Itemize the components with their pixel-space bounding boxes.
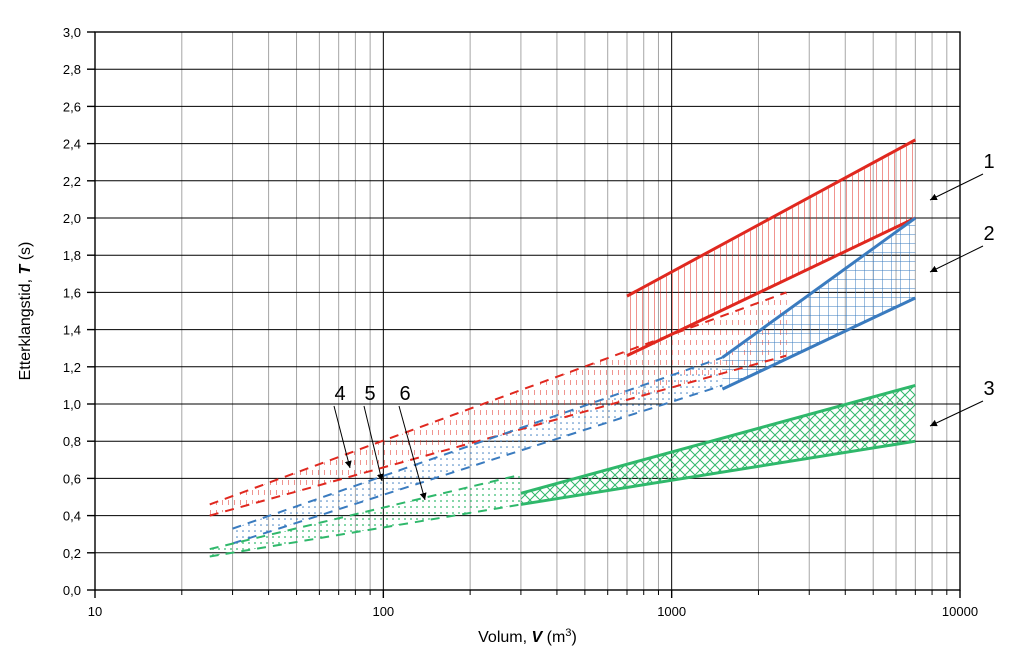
y-tick-label: 0,0 (63, 583, 81, 598)
callout-label-6: 6 (399, 383, 410, 405)
x-tick-label: 1000 (657, 604, 686, 619)
y-tick-label: 0,6 (63, 471, 81, 486)
callout-label-5: 5 (364, 383, 375, 405)
y-tick-label: 0,4 (63, 509, 81, 524)
reverberation-chart: 10 100 1000 10000 0,0 0,2 0,4 0,6 0,8 1,0 1,2 1,4 1,… (0, 0, 1024, 668)
y-tick-label: 0,2 (63, 546, 81, 561)
y-tick-label: 2,8 (63, 62, 81, 77)
y-tick-label: 1,6 (63, 285, 81, 300)
y-tick-label: 1,2 (63, 360, 81, 375)
y-tick-label: 2,4 (63, 137, 81, 152)
callout-label-4: 4 (334, 383, 345, 405)
y-tick-label: 1,4 (63, 323, 81, 338)
callout-label-2: 2 (983, 223, 994, 245)
x-tick-label: 100 (372, 604, 394, 619)
x-axis-label: Volum, V (m3) (478, 627, 577, 646)
y-tick-label: 1,0 (63, 397, 81, 412)
y-tick-label: 2,0 (63, 211, 81, 226)
callout-label-3: 3 (983, 378, 994, 400)
y-tick-label: 0,8 (63, 434, 81, 449)
chart-container: 10 100 1000 10000 0,0 0,2 0,4 0,6 0,8 1,0 1,2 1,4 1,… (0, 0, 1024, 668)
callout-label-1: 1 (983, 151, 994, 173)
x-tick-label: 10000 (942, 604, 978, 619)
x-tick-label: 10 (88, 604, 102, 619)
y-axis-label: Etterklangstid, T (s) (17, 242, 34, 381)
y-tick-label: 3,0 (63, 25, 81, 40)
y-tick-label: 2,2 (63, 174, 81, 189)
y-tick-label: 1,8 (63, 248, 81, 263)
y-tick-label: 2,6 (63, 99, 81, 114)
